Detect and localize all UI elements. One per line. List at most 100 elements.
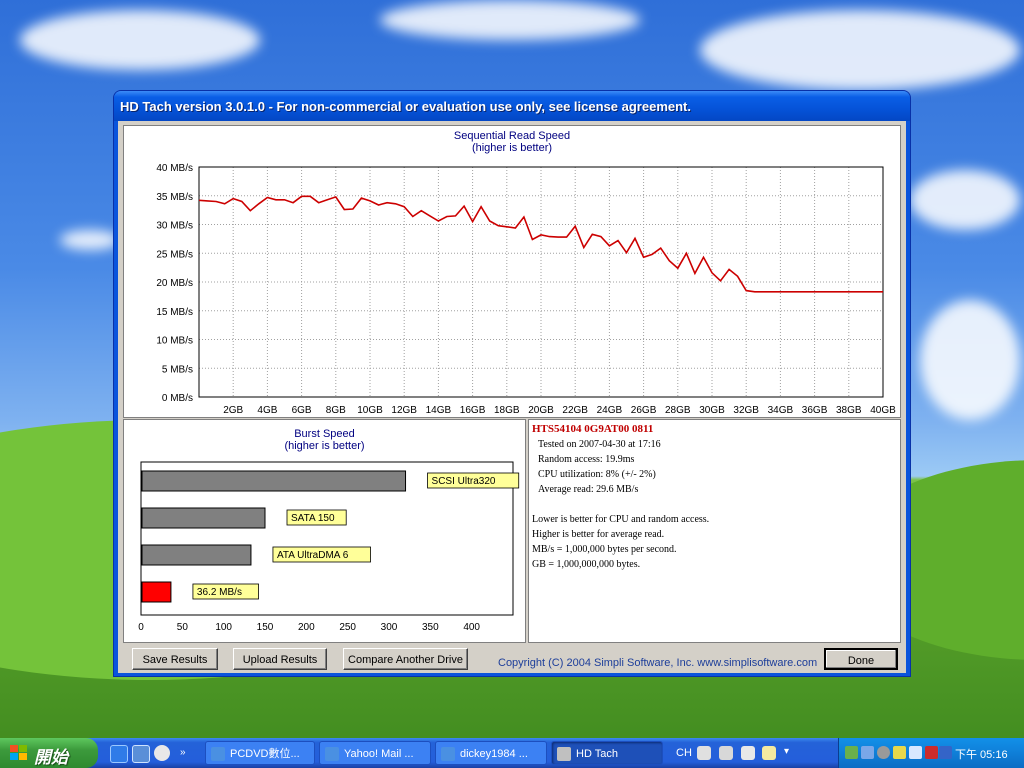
- desktop-quicklaunch-icon[interactable]: [132, 745, 150, 763]
- language-indicator[interactable]: CH: [676, 747, 692, 759]
- ie-icon: [325, 747, 339, 761]
- pen-icon[interactable]: [719, 746, 733, 760]
- cloud: [60, 230, 120, 250]
- x-tick-label: 8GB: [326, 405, 346, 416]
- ie-icon: [441, 747, 455, 761]
- quicklaunch-more-icon[interactable]: »: [180, 747, 186, 758]
- burst-x-tick-label: 350: [422, 622, 439, 633]
- seq-title-line2: (higher is better): [471, 142, 553, 154]
- taskbar-item-yahoo-mail[interactable]: Yahoo! Mail ...: [319, 741, 431, 765]
- burst-speed-panel: Burst Speed (higher is better) SCSI Ultr…: [123, 419, 526, 643]
- burst-label-box: [272, 546, 371, 563]
- random-access: Random access: 19.9ms: [538, 454, 635, 465]
- x-tick-label: 28GB: [665, 405, 691, 416]
- tested-date: Tested on 2007-04-30 at 17:16: [538, 439, 661, 450]
- x-tick-label: 20GB: [528, 405, 554, 416]
- x-tick-label: 10GB: [357, 405, 383, 416]
- cloud: [910, 170, 1020, 230]
- burst-x-tick-label: 200: [298, 622, 315, 633]
- burst-x-tick-label: 400: [463, 622, 480, 633]
- note-gb: GB = 1,000,000,000 bytes.: [532, 559, 641, 570]
- y-tick-label: 5 MB/s: [162, 364, 193, 375]
- burst-bar: [141, 581, 172, 603]
- window-client: Sequential Read Speed (higher is better)…: [118, 121, 906, 673]
- taskbar-item-label: Yahoo! Mail ...: [344, 748, 414, 760]
- battery-icon[interactable]: [909, 746, 922, 759]
- x-tick-label: 2GB: [223, 405, 243, 416]
- x-tick-label: 24GB: [597, 405, 623, 416]
- burst-bar: [141, 544, 252, 566]
- network-icon[interactable]: [845, 746, 858, 759]
- burst-label: SATA 150: [291, 513, 335, 524]
- save-results-button[interactable]: Save Results: [132, 648, 218, 670]
- compare-drive-button[interactable]: Compare Another Drive: [343, 648, 468, 670]
- x-tick-label: 26GB: [631, 405, 657, 416]
- plot-frame: [198, 166, 884, 398]
- burst-bar: [141, 507, 266, 529]
- burst-x-tick-label: 150: [257, 622, 274, 633]
- ie-icon: [211, 747, 225, 761]
- y-tick-label: 40 MB/s: [156, 163, 193, 174]
- monitor-icon[interactable]: [861, 746, 874, 759]
- burst-x-tick-label: 300: [381, 622, 398, 633]
- keyboard-icon[interactable]: [697, 746, 711, 760]
- done-label: Done: [847, 655, 875, 667]
- burst-chart-title: Burst Speed (higher is better): [124, 428, 525, 452]
- burst-title-line1: Burst Speed: [294, 428, 355, 440]
- taskbar-item-label: dickey1984 ...: [460, 748, 528, 760]
- y-tick-label: 25 MB/s: [156, 249, 193, 260]
- done-button[interactable]: Done: [824, 648, 898, 670]
- start-label: 開始: [34, 748, 68, 767]
- upload-results-button[interactable]: Upload Results: [233, 648, 327, 670]
- taskbar-item-pcdvd[interactable]: PCDVD數位...: [205, 741, 315, 765]
- save-results-label: Save Results: [142, 654, 208, 666]
- burst-title-line2: (higher is better): [284, 440, 365, 452]
- cloud: [20, 10, 260, 70]
- ime-pad-icon[interactable]: [741, 746, 755, 760]
- seq-chart-title: Sequential Read Speed (higher is better): [124, 130, 900, 154]
- cpu-utilization: CPU utilization: 8% (+/- 2%): [538, 469, 656, 480]
- copyright-text: Copyright (C) 2004 Simpli Software, Inc.…: [498, 657, 818, 669]
- burst-label-box: [286, 509, 347, 526]
- note-read: Higher is better for average read.: [532, 529, 665, 540]
- y-tick-label: 15 MB/s: [156, 307, 193, 318]
- x-tick-label: 40GB: [870, 405, 896, 416]
- x-tick-label: 34GB: [768, 405, 794, 416]
- x-tick-label: 32GB: [733, 405, 759, 416]
- x-tick-label: 14GB: [426, 405, 452, 416]
- taskbar-item-label: PCDVD數位...: [230, 748, 300, 760]
- media-player-quicklaunch-icon[interactable]: [154, 745, 170, 761]
- sound-icon[interactable]: [877, 746, 890, 759]
- drive-model: HTS54104 0G9AT00 0811: [532, 423, 654, 435]
- start-button[interactable]: 開始: [0, 738, 98, 768]
- seq-title-line1: Sequential Read Speed: [453, 130, 571, 142]
- taskbar-item-hdtach[interactable]: HD Tach: [551, 741, 663, 765]
- x-tick-label: 16GB: [460, 405, 486, 416]
- compare-drive-label: Compare Another Drive: [348, 654, 463, 666]
- title-bar[interactable]: HD Tach version 3.0.1.0 - For non-commer…: [114, 91, 910, 121]
- shield-icon[interactable]: [939, 746, 952, 759]
- sequential-read-panel: Sequential Read Speed (higher is better)…: [123, 125, 901, 418]
- x-tick-label: 6GB: [292, 405, 312, 416]
- usb-icon[interactable]: [893, 746, 906, 759]
- note-cpu: Lower is better for CPU and random acces…: [532, 514, 710, 525]
- note-mbs: MB/s = 1,000,000 bytes per second.: [532, 544, 677, 555]
- read-speed-line: [198, 195, 883, 293]
- ie-quicklaunch-icon[interactable]: [110, 745, 128, 763]
- hdtach-window: HD Tach version 3.0.1.0 - For non-commer…: [114, 91, 910, 676]
- help-icon[interactable]: [762, 746, 776, 760]
- burst-x-tick-label: 250: [339, 622, 356, 633]
- windows-logo-icon: [10, 745, 27, 760]
- burst-x-tick-label: 50: [177, 622, 189, 633]
- cloud: [920, 300, 1020, 420]
- upload-results-label: Upload Results: [242, 654, 318, 666]
- x-tick-label: 12GB: [391, 405, 417, 416]
- x-tick-label: 22GB: [562, 405, 588, 416]
- taskbar-item-label: HD Tach: [576, 748, 618, 760]
- x-tick-label: 30GB: [699, 405, 725, 416]
- options-menu-icon[interactable]: ▾: [784, 746, 790, 757]
- burst-label-box: [192, 583, 259, 600]
- taskbar-item-dickey1984[interactable]: dickey1984 ...: [435, 741, 547, 765]
- cloud: [380, 0, 640, 40]
- antivirus-icon[interactable]: [925, 746, 938, 759]
